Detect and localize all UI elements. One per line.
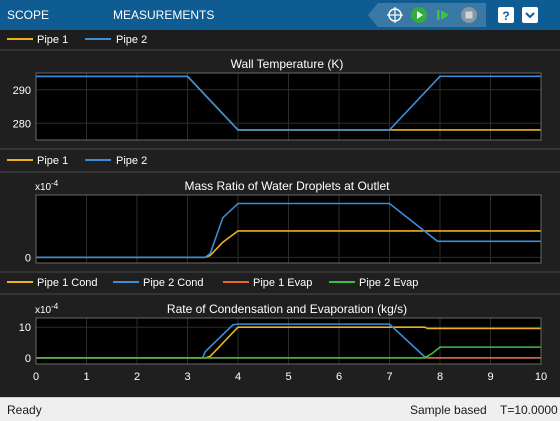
legend-label: Pipe 2 Cond: [143, 277, 204, 289]
series-line-pipe-2-evap: [36, 346, 541, 359]
chart-title: Wall Temperature (K): [231, 57, 344, 71]
legend-label: Pipe 2 Evap: [359, 277, 418, 289]
x-tick-label: 1: [83, 371, 89, 383]
x-tick-label: 7: [386, 371, 392, 383]
legend-label: Pipe 1: [37, 34, 68, 46]
exponent-label: x10-4: [35, 302, 59, 316]
series-line-pipe-2: [36, 202, 541, 259]
x-tick-label: 0: [33, 371, 39, 383]
legend-label: Pipe 1 Cond: [37, 277, 98, 289]
svg-text:?: ?: [502, 9, 509, 23]
status-time: T=10.0000: [500, 403, 558, 417]
y-tick-label: 0: [25, 252, 31, 264]
x-tick-label: 6: [336, 371, 342, 383]
chart-title: Mass Ratio of Water Droplets at Outlet: [185, 179, 391, 193]
tab-measurements[interactable]: MEASUREMENTS: [113, 8, 215, 22]
legend-label: Pipe 2: [116, 155, 147, 167]
y-tick-label: 290: [13, 85, 31, 97]
tab-scope[interactable]: SCOPE: [7, 8, 50, 22]
axes-frame: [35, 194, 542, 264]
stop-icon[interactable]: [460, 6, 478, 24]
x-tick-label: 9: [487, 371, 493, 383]
legend-label: Pipe 1 Evap: [253, 277, 312, 289]
x-tick-label: 2: [134, 371, 140, 383]
step-forward-icon[interactable]: [434, 6, 452, 24]
y-tick-label: 280: [13, 118, 31, 130]
run-icon[interactable]: [410, 6, 428, 24]
x-tick-label: 8: [437, 371, 443, 383]
x-tick-label: 10: [535, 371, 547, 383]
status-bar: Ready Sample based T=10.0000: [0, 397, 560, 421]
scope-plot-area[interactable]: Pipe 1 Pipe 2 Wall Temperature (K) 28029…: [0, 30, 560, 397]
axes-wall-temperature: 280 290: [13, 72, 542, 141]
legend-label: Pipe 1: [37, 155, 68, 167]
legend-bar-1: [0, 30, 560, 50]
series-line-pipe-2: [36, 75, 541, 131]
expand-icon[interactable]: [521, 6, 539, 24]
axes-frame: [35, 317, 542, 365]
help-icon[interactable]: ?: [497, 6, 515, 24]
y-tick-label: 0: [25, 353, 31, 365]
cursor-icon[interactable]: [386, 6, 404, 24]
exponent-label: x10-4: [35, 179, 59, 193]
axes-mass-ratio: 0: [25, 194, 542, 264]
x-tick-label: 3: [184, 371, 190, 383]
axes-condensation-evaporation: 0 10 0 1 2 3 4 5 6 7 8 9 10: [19, 317, 547, 383]
status-mode: Sample based: [410, 403, 487, 417]
toolstrip: SCOPE MEASUREMENTS ?: [0, 0, 560, 30]
legend-label: Pipe 2: [116, 34, 147, 46]
axes-frame: [35, 72, 542, 141]
y-tick-label: 10: [19, 322, 31, 334]
status-ready: Ready: [7, 403, 42, 417]
x-tick-label: 4: [235, 371, 241, 383]
x-tick-label: 5: [285, 371, 291, 383]
chart-title: Rate of Condensation and Evaporation (kg…: [167, 302, 407, 316]
